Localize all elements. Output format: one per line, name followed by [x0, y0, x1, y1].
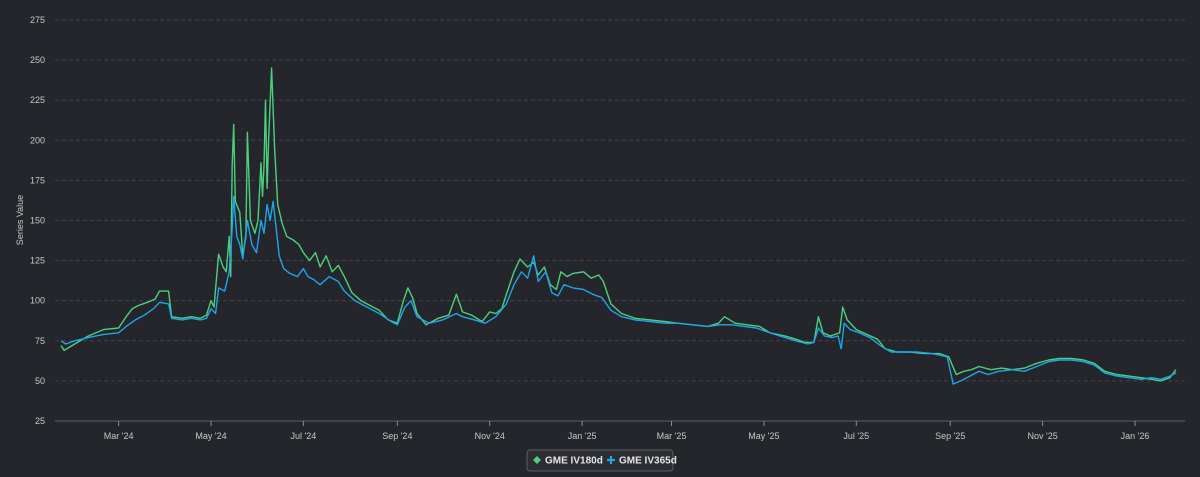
x-tick-label: Jan '25	[568, 431, 597, 441]
y-tick-label: 125	[30, 256, 45, 266]
x-tick-label: Sep '24	[382, 431, 412, 441]
legend[interactable]: GME IV180d GME IV365d	[526, 449, 677, 472]
legend-label: GME IV365d	[619, 456, 677, 467]
y-tick-label: 100	[30, 296, 45, 306]
y-tick-label: 50	[35, 376, 45, 386]
x-tick-label: Jan '26	[1121, 431, 1150, 441]
series-line-gme-iv180d[interactable]	[60, 67, 1177, 382]
y-axis-title: Series Value	[15, 195, 25, 245]
x-tick-label: Jul '24	[291, 431, 317, 441]
y-tick-label: 225	[30, 95, 45, 105]
y-tick-label: 150	[30, 216, 45, 226]
legend-item[interactable]: GME IV180d	[533, 456, 603, 467]
x-tick-label: Nov '25	[1027, 431, 1057, 441]
grid-lines	[55, 19, 1185, 422]
legend-item[interactable]: GME IV365d	[607, 456, 677, 467]
x-tick-label: Nov '24	[475, 431, 505, 441]
cross-marker-icon	[607, 456, 615, 464]
series-lines	[60, 67, 1177, 385]
diamond-marker-icon	[533, 456, 541, 464]
y-tick-label: 25	[35, 416, 45, 426]
x-tick-label: Sep '25	[935, 431, 965, 441]
y-axis: 25 50 75 100 125 150 175 200 225 250 275	[30, 15, 45, 426]
x-tick-label: Jul '25	[843, 431, 869, 441]
y-tick-label: 250	[30, 55, 45, 65]
x-axis: Mar '24 May '24 Jul '24 Sep '24 Nov '24 Jan '…	[55, 420, 1185, 441]
y-tick-label: 200	[30, 135, 45, 145]
y-tick-label: 275	[30, 15, 45, 25]
y-tick-label: 75	[35, 336, 45, 346]
y-tick-label: 175	[30, 175, 45, 185]
x-tick-label: Mar '24	[104, 431, 134, 441]
series-line-gme-iv365d[interactable]	[60, 195, 1177, 385]
legend-box	[526, 449, 674, 472]
x-tick-label: May '25	[748, 431, 779, 441]
x-tick-label: May '24	[195, 431, 226, 441]
x-tick-label: Mar '25	[657, 431, 687, 441]
legend-label: GME IV180d	[545, 456, 603, 467]
